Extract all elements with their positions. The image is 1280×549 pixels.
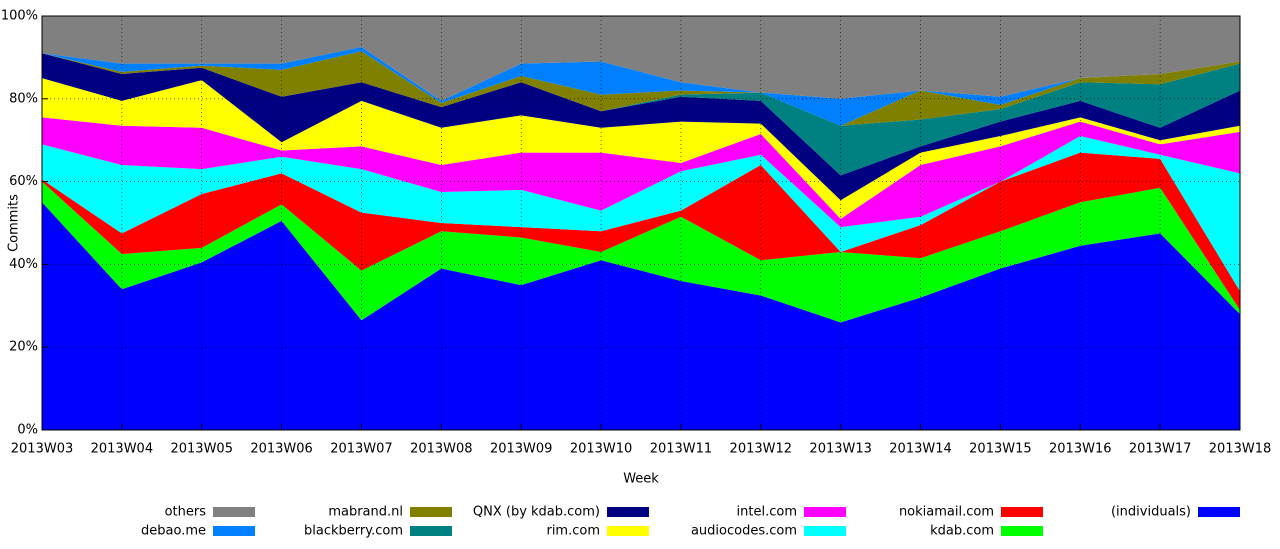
- y-axis-label: Commits: [7, 194, 22, 252]
- legend-swatch: [1001, 507, 1043, 517]
- x-tick-label: 2013W05: [170, 442, 232, 457]
- y-tick-label: 20%: [9, 340, 38, 355]
- x-tick-label: 2013W06: [250, 442, 312, 457]
- x-tick-label: 2013W11: [650, 442, 712, 457]
- legend-swatch: [804, 507, 846, 517]
- legend-label: (individuals): [1111, 505, 1191, 520]
- legend-label: debao.me: [141, 524, 206, 539]
- area: [42, 16, 1240, 101]
- x-tick-label: 2013W18: [1209, 442, 1271, 457]
- x-tick-label: 2013W13: [809, 442, 871, 457]
- area: [42, 181, 1240, 323]
- legend-label: others: [165, 505, 207, 520]
- y-tick-label: 0%: [17, 423, 38, 438]
- y-tick-label: 40%: [9, 257, 38, 272]
- x-tick-label: 2013W08: [410, 442, 472, 457]
- legend-label: rim.com: [546, 524, 600, 539]
- area: [42, 51, 1240, 126]
- legend-label: audiocodes.com: [691, 524, 797, 539]
- x-tick-label: 2013W16: [1049, 442, 1111, 457]
- y-tick-label: 100%: [1, 9, 38, 24]
- plot-frame: [41, 15, 1241, 431]
- x-tick-label: 2013W10: [570, 442, 632, 457]
- area: [42, 53, 1240, 201]
- legend-swatch: [410, 526, 452, 536]
- x-tick-label: 2013W04: [91, 442, 153, 457]
- area: [42, 78, 1240, 219]
- legend-swatch: [213, 526, 255, 536]
- legend-label: intel.com: [737, 505, 797, 520]
- legend-swatch: [607, 507, 649, 517]
- legend-swatch: [213, 507, 255, 517]
- area: [42, 53, 1240, 176]
- legend-swatch: [410, 507, 452, 517]
- y-tick-label: 80%: [9, 91, 38, 106]
- legend-label: mabrand.nl: [328, 505, 403, 520]
- legend-label: kdab.com: [930, 524, 994, 539]
- y-tick-label: 60%: [9, 174, 38, 189]
- x-tick-label: 2013W09: [490, 442, 552, 457]
- area: [42, 117, 1240, 228]
- area: [42, 136, 1240, 292]
- x-tick-label: 2013W17: [1129, 442, 1191, 457]
- area: [42, 47, 1240, 126]
- legend-label: blackberry.com: [304, 524, 403, 539]
- x-tick-label: 2013W12: [730, 442, 792, 457]
- legend-swatch: [607, 526, 649, 536]
- x-axis-label: Week: [623, 472, 659, 487]
- legend-swatch: [1001, 526, 1043, 536]
- x-tick-label: 2013W14: [889, 442, 951, 457]
- x-tick-label: 2013W15: [969, 442, 1031, 457]
- x-tick-label: 2013W07: [330, 442, 392, 457]
- area: [42, 202, 1240, 430]
- x-tick-label: 2013W03: [11, 442, 73, 457]
- legend-swatch: [1198, 507, 1240, 517]
- area: [42, 152, 1240, 310]
- legend-label: QNX (by kdab.com): [473, 505, 600, 520]
- legend-label: nokiamail.com: [899, 505, 994, 520]
- legend-swatch: [804, 526, 846, 536]
